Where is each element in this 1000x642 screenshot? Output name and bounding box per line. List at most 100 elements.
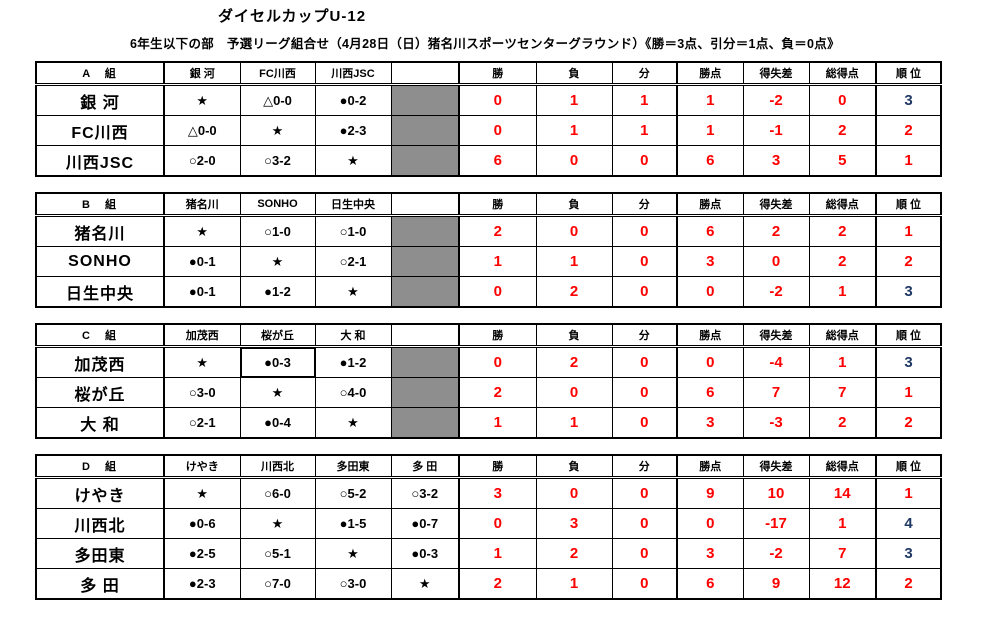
stat-cell: -2 [742,538,810,569]
stat-header: 分 [611,192,678,217]
stat-cell: 1 [458,538,537,569]
stat-header: 負 [535,61,613,86]
stat-cell: 6 [676,568,744,600]
stat-cell: 6 [676,215,744,247]
team-name-cell: 多 田 [35,568,165,600]
result-cell: ★ [239,508,316,539]
spacer-cell [390,115,460,146]
stat-cell: 0 [458,276,537,308]
result-cell: ●1-5 [314,508,392,539]
stat-cell: 1 [535,246,613,277]
team-name-cell: 日生中央 [35,276,165,308]
team-name-cell: 猪名川 [35,215,165,247]
stat-cell: 2 [458,215,537,247]
result-cell: ●0-1 [163,276,241,308]
stat-cell: -2 [742,84,810,116]
rank-cell: 3 [875,538,942,569]
stat-cell: 2 [808,246,877,277]
spacer-cell [390,377,460,408]
result-cell: △0-0 [163,115,241,146]
opponent-header: 日生中央 [314,192,392,217]
stat-header: 負 [535,454,613,479]
stat-cell: 0 [458,115,537,146]
stat-cell: 1 [676,115,744,146]
stat-cell: 0 [611,407,678,439]
stat-cell: 14 [808,477,877,509]
result-cell: ●0-6 [163,508,241,539]
spacer-cell [390,323,460,348]
result-cell: ○2-1 [163,407,241,439]
stat-cell: 0 [611,145,678,177]
stat-cell: 1 [535,407,613,439]
result-cell: ●1-2 [239,276,316,308]
result-cell: ★ [314,145,392,177]
stat-header: 勝点 [676,192,744,217]
spacer-cell [390,192,460,217]
page-subtitle: 6年生以下の部 予選リーグ組合せ（4月28日（日）猪名川スポーツセンターグラウン… [130,37,840,51]
stat-cell: 0 [676,346,744,378]
result-cell: ●0-2 [314,84,392,116]
stat-header: 順 位 [875,323,942,348]
stat-cell: 1 [535,568,613,600]
rank-cell: 2 [875,407,942,439]
stat-cell: 3 [676,246,744,277]
result-cell: ●2-5 [163,538,241,569]
stat-header: 得失差 [742,61,810,86]
spacer-cell [390,215,460,247]
stat-cell: 0 [458,84,537,116]
stat-cell: 9 [676,477,744,509]
stat-cell: 0 [742,246,810,277]
team-name-cell: 川西北 [35,508,165,539]
team-name-cell: 多田東 [35,538,165,569]
spacer-cell [390,84,460,116]
stat-cell: 0 [611,538,678,569]
rank-cell: 4 [875,508,942,539]
team-name-cell: 川西JSC [35,145,165,177]
stat-cell: 0 [611,568,678,600]
result-cell: ○4-0 [314,377,392,408]
stat-cell: 0 [458,508,537,539]
group-label: B 組 [35,192,165,217]
stat-cell: 1 [808,276,877,308]
stat-cell: 1 [808,346,877,378]
rank-cell: 1 [875,145,942,177]
stat-cell: 1 [458,407,537,439]
rank-cell: 1 [875,477,942,509]
stat-cell: 3 [458,477,537,509]
result-cell: ★ [163,477,241,509]
result-cell: ●0-3 [390,538,460,569]
stat-cell: 1 [676,84,744,116]
opponent-header: 加茂西 [163,323,241,348]
stat-cell: 2 [808,115,877,146]
result-cell: ●0-1 [163,246,241,277]
result-cell: ★ [239,115,316,146]
stat-cell: 0 [676,276,744,308]
rank-cell: 2 [875,115,942,146]
result-cell: ★ [314,407,392,439]
result-cell: ○5-1 [239,538,316,569]
result-cell: △0-0 [239,84,316,116]
rank-cell: 3 [875,276,942,308]
stat-cell: 0 [535,477,613,509]
stat-header: 分 [611,323,678,348]
stat-header: 勝点 [676,454,744,479]
opponent-header: けやき [163,454,241,479]
opponent-header: 銀 河 [163,61,241,86]
selected-result-cell: ●0-3 [239,346,316,378]
stat-header: 勝点 [676,61,744,86]
stat-cell: 0 [535,215,613,247]
opponent-header: 川西北 [239,454,316,479]
stat-header: 総得点 [808,61,877,86]
stat-cell: 0 [535,377,613,408]
opponent-header: 多田東 [314,454,392,479]
stat-cell: 2 [808,407,877,439]
stat-header: 勝 [458,61,537,86]
stat-cell: 1 [611,115,678,146]
rank-cell: 1 [875,215,942,247]
result-cell: ★ [163,346,241,378]
stat-header: 勝 [458,192,537,217]
stat-cell: 3 [535,508,613,539]
stat-cell: 6 [458,145,537,177]
result-cell: ★ [390,568,460,600]
team-name-cell: 桜が丘 [35,377,165,408]
